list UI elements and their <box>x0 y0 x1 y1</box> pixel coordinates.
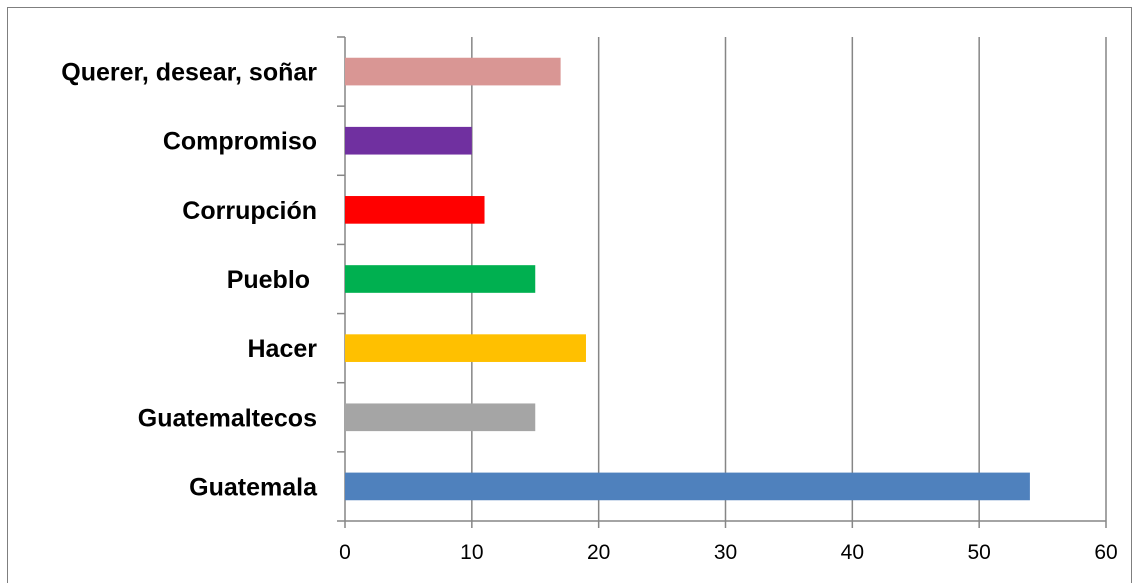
bar <box>345 57 561 86</box>
x-tick-label: 60 <box>1094 541 1117 564</box>
category-label: Guatemala <box>189 473 318 501</box>
x-tick-label: 40 <box>841 541 864 564</box>
category-label: Guatemaltecos <box>138 404 317 432</box>
x-tick-label: 10 <box>460 541 483 564</box>
category-label: Pueblo <box>227 266 317 294</box>
bar <box>345 472 1030 501</box>
x-tick-label: 0 <box>339 541 351 564</box>
x-tick-label: 20 <box>587 541 610 564</box>
category-label: Hacer <box>248 335 318 363</box>
category-label: Compromiso <box>163 128 317 156</box>
category-label: Querer, desear, soñar <box>61 59 317 87</box>
x-tick-label: 50 <box>967 541 990 564</box>
bar <box>345 265 536 293</box>
x-tick-label: 30 <box>714 541 737 564</box>
bar <box>345 126 472 155</box>
bar <box>345 196 485 224</box>
category-label: Corrupción <box>182 197 317 225</box>
bar <box>345 334 586 362</box>
bar <box>345 403 536 432</box>
